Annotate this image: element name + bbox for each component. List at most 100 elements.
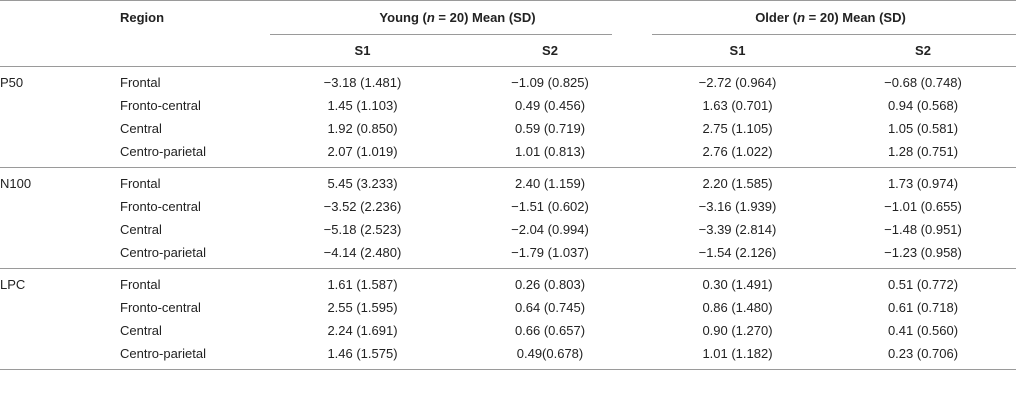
table-row: Central 1.92 (0.850) 0.59 (0.719) 2.75 (… xyxy=(0,117,1016,140)
table-row: Fronto-central −3.52 (2.236) −1.51 (0.60… xyxy=(0,195,1016,218)
older-s2-cell: 1.05 (0.581) xyxy=(887,121,959,136)
older-n: n xyxy=(797,10,806,26)
region-cell: Central xyxy=(120,121,162,136)
older-s1-cell: 2.20 (1.585) xyxy=(702,176,773,191)
component-label: LPC xyxy=(0,277,26,292)
header-young-group: Young (n = 20) Mean (SD) xyxy=(270,0,645,35)
older-s1-cell: −1.54 (2.126) xyxy=(645,241,830,269)
young-group-rule xyxy=(270,34,612,35)
region-cell: Fronto-central xyxy=(120,199,201,214)
older-s2-cell: 0.61 (0.718) xyxy=(887,300,959,315)
older-s1-cell: 1.63 (0.701) xyxy=(702,98,773,113)
table-row: Fronto-central 2.55 (1.595) 0.64 (0.745)… xyxy=(0,296,1016,319)
header-empty-cell xyxy=(0,0,120,35)
table-row: Centro-parietal −4.14 (2.480) −1.79 (1.0… xyxy=(0,241,1016,269)
older-s1-cell: 2.76 (1.022) xyxy=(645,140,830,168)
young-s2-cell: 0.64 (0.745) xyxy=(514,300,586,315)
older-s1-cell: 2.75 (1.105) xyxy=(702,121,773,136)
table-row: N100 Frontal 5.45 (3.233) 2.40 (1.159) 2… xyxy=(0,168,1016,196)
older-s2-cell: −1.48 (0.951) xyxy=(884,222,962,237)
young-s2-cell: 0.66 (0.657) xyxy=(514,323,586,338)
older-s2-cell: 0.51 (0.772) xyxy=(887,277,959,292)
young-s1-cell: 5.45 (3.233) xyxy=(327,176,398,191)
young-s2-cell: 2.40 (1.159) xyxy=(514,176,586,191)
young-prefix: Young ( xyxy=(379,10,427,26)
young-s1-cell: −4.14 (2.480) xyxy=(270,241,455,269)
young-s1-cell: −3.52 (2.236) xyxy=(323,199,402,214)
component-empty xyxy=(0,218,120,241)
older-s2-cell: 1.73 (0.974) xyxy=(887,176,959,191)
older-s2-cell: −1.01 (0.655) xyxy=(884,199,962,214)
region-cell: Centro-parietal xyxy=(120,241,270,269)
header-young-s1: S1 xyxy=(270,34,455,67)
young-s2-cell: 0.49 (0.456) xyxy=(514,98,586,113)
table-row: Centro-parietal 2.07 (1.019) 1.01 (0.813… xyxy=(0,140,1016,168)
older-s1-cell: −3.16 (1.939) xyxy=(698,199,777,214)
young-s2-cell: −1.51 (0.602) xyxy=(511,199,589,214)
young-s1-cell: 1.46 (1.575) xyxy=(270,342,455,370)
young-s2-cell: 0.49(0.678) xyxy=(455,342,645,370)
component-empty xyxy=(0,94,120,117)
table-row: Central −5.18 (2.523) −2.04 (0.994) −3.3… xyxy=(0,218,1016,241)
young-n: n xyxy=(426,10,435,26)
table-row: LPC Frontal 1.61 (1.587) 0.26 (0.803) 0.… xyxy=(0,269,1016,297)
young-s2-cell: 0.59 (0.719) xyxy=(514,121,586,136)
region-cell: Fronto-central xyxy=(120,300,201,315)
results-table: Region Young (n = 20) Mean (SD) Older (n… xyxy=(0,0,1016,370)
older-s1-cell: 0.90 (1.270) xyxy=(702,323,773,338)
component-empty xyxy=(0,140,120,168)
component-empty xyxy=(0,195,120,218)
header-young-s2: S2 xyxy=(455,34,645,67)
header-empty-cell xyxy=(0,34,120,67)
young-s1-cell: 1.61 (1.587) xyxy=(327,277,398,292)
table-row: Centro-parietal 1.46 (1.575) 0.49(0.678)… xyxy=(0,342,1016,370)
young-s1-cell: 2.24 (1.691) xyxy=(327,323,398,338)
older-group-rule xyxy=(652,34,1016,35)
header-empty-cell xyxy=(120,34,270,67)
older-suffix: = 20) Mean (SD) xyxy=(805,10,906,26)
region-cell: Centro-parietal xyxy=(120,140,270,168)
header-older-s1: S1 xyxy=(645,34,830,67)
component-empty xyxy=(0,241,120,269)
older-s1-cell: −2.72 (0.964) xyxy=(698,75,777,90)
older-s2-cell: 0.41 (0.560) xyxy=(887,323,959,338)
older-s1-cell: 1.01 (1.182) xyxy=(645,342,830,370)
older-s2-cell: 1.28 (0.751) xyxy=(830,140,1016,168)
young-s1-cell: 2.07 (1.019) xyxy=(270,140,455,168)
component-label: N100 xyxy=(0,176,32,191)
header-region: Region xyxy=(120,0,270,35)
table-row: P50 Frontal −3.18 (1.481) −1.09 (0.825) … xyxy=(0,67,1016,95)
region-cell: Frontal xyxy=(120,176,161,191)
component-empty xyxy=(0,342,120,370)
region-cell: Central xyxy=(120,323,162,338)
component-empty xyxy=(0,117,120,140)
table-row: Central 2.24 (1.691) 0.66 (0.657) 0.90 (… xyxy=(0,319,1016,342)
table-row: Fronto-central 1.45 (1.103) 0.49 (0.456)… xyxy=(0,94,1016,117)
young-s1-cell: 2.55 (1.595) xyxy=(327,300,398,315)
young-s1-cell: −5.18 (2.523) xyxy=(323,222,402,237)
older-s1-cell: −3.39 (2.814) xyxy=(698,222,777,237)
young-s2-cell: 0.26 (0.803) xyxy=(514,277,586,292)
young-s2-cell: 1.01 (0.813) xyxy=(455,140,645,168)
young-s1-cell: −3.18 (1.481) xyxy=(323,75,402,90)
region-cell: Fronto-central xyxy=(120,98,201,113)
older-s2-cell: 0.94 (0.568) xyxy=(887,98,959,113)
header-older-group: Older (n = 20) Mean (SD) xyxy=(645,0,1016,35)
table-header: Region Young (n = 20) Mean (SD) Older (n… xyxy=(0,0,1016,67)
block-n100: N100 Frontal 5.45 (3.233) 2.40 (1.159) 2… xyxy=(0,168,1016,269)
component-empty xyxy=(0,296,120,319)
block-p50: P50 Frontal −3.18 (1.481) −1.09 (0.825) … xyxy=(0,67,1016,168)
older-s2-cell: −1.23 (0.958) xyxy=(830,241,1016,269)
older-s1-cell: 0.30 (1.491) xyxy=(702,277,773,292)
header-older-s2: S2 xyxy=(830,34,1016,67)
region-cell: Frontal xyxy=(120,277,161,292)
older-s1-cell: 0.86 (1.480) xyxy=(702,300,773,315)
young-s2-cell: −1.79 (1.037) xyxy=(455,241,645,269)
component-empty xyxy=(0,319,120,342)
header-row-groups: Region Young (n = 20) Mean (SD) Older (n… xyxy=(0,0,1016,35)
young-s1-cell: 1.45 (1.103) xyxy=(327,98,398,113)
header-row-sessions: S1 S2 S1 S2 xyxy=(0,34,1016,67)
young-suffix: = 20) Mean (SD) xyxy=(434,10,536,26)
region-cell: Centro-parietal xyxy=(120,342,270,370)
young-s2-cell: −1.09 (0.825) xyxy=(511,75,589,90)
